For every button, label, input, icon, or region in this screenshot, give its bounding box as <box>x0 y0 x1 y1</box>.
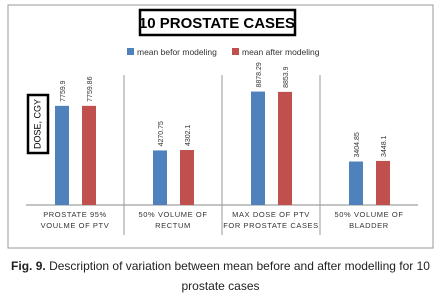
chart-frame <box>7 4 434 249</box>
legend-label: mean befor modeling <box>137 47 217 57</box>
bar <box>55 105 69 205</box>
bar <box>251 91 265 205</box>
value-label: 4270.75 <box>158 121 165 146</box>
y-label-box <box>26 93 50 155</box>
legend-label: mean after modeling <box>242 47 320 57</box>
x-tick-label: RECTUM <box>155 221 191 230</box>
value-label: 4302.1 <box>185 125 192 147</box>
value-label: 7759.9 <box>60 80 67 102</box>
y-axis-label: DOSE, CGY <box>32 99 42 149</box>
bar <box>278 91 292 205</box>
value-label: 3404.85 <box>354 132 361 157</box>
value-label: 7759.86 <box>87 76 94 101</box>
chart-title: 10 PROSTATE CASES <box>139 15 295 32</box>
bar <box>153 150 167 205</box>
x-tick-label: VOULME OF PTV <box>41 221 110 230</box>
value-label: 3448.1 <box>381 135 388 157</box>
value-label: 8878.29 <box>256 62 263 87</box>
x-tick-label: PROSTATE 95% <box>43 210 107 219</box>
bar <box>82 105 96 205</box>
title-box <box>138 8 297 37</box>
chart: 10 PROSTATE CASES DOSE, CGY mean befor m… <box>7 4 434 249</box>
x-tick-label: FOR PROSTATE CASES <box>223 221 319 230</box>
bar <box>180 150 194 205</box>
value-label: 8853.9 <box>283 66 290 88</box>
bar <box>376 160 390 205</box>
caption: Fig. 9. Description of variation between… <box>10 256 431 296</box>
x-tick-label: 50% VOLUME OF <box>334 210 403 219</box>
x-tick-label: BLADDER <box>349 221 389 230</box>
x-tick-label: 50% VOLUME OF <box>138 210 207 219</box>
caption-label: Fig. 9. <box>11 259 46 273</box>
legend-swatch <box>232 48 239 55</box>
caption-text: Description of variation between mean be… <box>49 259 430 293</box>
bar <box>349 161 363 205</box>
legend-swatch <box>127 48 134 55</box>
x-tick-label: MAX DOSE OF PTV <box>232 210 310 219</box>
